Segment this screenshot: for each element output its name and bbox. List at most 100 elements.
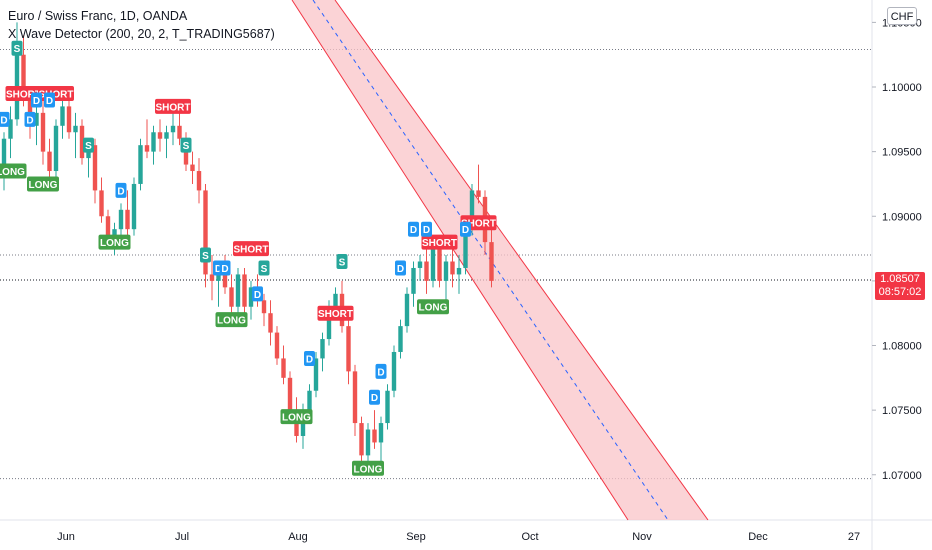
signal-d-label: D <box>423 225 430 236</box>
candle-body <box>352 371 358 424</box>
candle-body <box>170 125 176 133</box>
time-tick-label: 27 <box>848 531 860 543</box>
signal-s-label: S <box>85 141 92 152</box>
signal-long-label: LONG <box>29 180 58 191</box>
candle-body <box>235 274 241 307</box>
candle-body <box>268 313 273 333</box>
candle-body <box>326 306 332 340</box>
signal-d-label: D <box>221 264 228 275</box>
candle-body <box>144 145 150 152</box>
time-tick-label: Jun <box>57 531 75 543</box>
candle-body <box>333 293 338 307</box>
signal-long-label: LONG <box>217 316 246 327</box>
candle-body <box>476 190 481 197</box>
signal-short-label: SHORT <box>6 89 41 100</box>
candle-body <box>151 132 156 152</box>
candle-body <box>27 93 33 126</box>
signal-s-label-box <box>200 247 211 263</box>
signal-short-label-box <box>155 98 191 114</box>
candle-body <box>8 119 13 139</box>
candle-body <box>34 112 39 126</box>
signal-long-label-box <box>98 234 131 250</box>
candle-body <box>391 351 397 391</box>
signal-long-label: LONG <box>100 238 129 249</box>
candle-body <box>443 261 449 281</box>
price-tick-label: 1.10000 <box>882 82 922 94</box>
signal-d-label: D <box>377 367 384 378</box>
signal-s-label-box <box>336 254 348 269</box>
candle-body <box>489 242 494 281</box>
signal-d-label: D <box>0 115 7 126</box>
signal-d-label-box <box>395 260 406 276</box>
time-tick-label: Oct <box>521 531 538 543</box>
signal-long-label: LONG <box>282 413 311 424</box>
indicator-legend[interactable]: X Wave Detector (200, 20, 2, T_TRADING56… <box>8 27 275 41</box>
candle-body <box>66 106 72 133</box>
signal-d-label: D <box>410 225 417 236</box>
last-price-value: 1.08507 <box>880 273 920 285</box>
signal-long-label-box <box>417 299 449 315</box>
candle-body <box>118 209 124 230</box>
candle-body <box>222 267 228 288</box>
candle-body <box>437 248 442 281</box>
signal-d-label-box <box>304 350 315 366</box>
candle-body <box>242 274 247 307</box>
candle-body <box>99 190 104 217</box>
signal-short-label: SHORT <box>422 238 457 249</box>
signal-d-label: D <box>117 186 124 197</box>
candle-body <box>164 132 169 139</box>
signal-d-label-box <box>408 221 419 237</box>
signal-short-label: SHORT <box>39 89 74 100</box>
last-price-tag: 1.08507 08:57:02 <box>875 272 925 300</box>
candle-body <box>73 125 78 133</box>
signal-s-label-box <box>11 40 23 56</box>
candle-body <box>378 423 384 443</box>
signal-long-label: LONG <box>419 303 448 314</box>
candle-body <box>411 267 416 294</box>
candle-body <box>359 423 364 456</box>
candle-body <box>196 171 202 191</box>
time-tick-label: Aug <box>288 531 308 543</box>
signal-short-label: SHORT <box>234 245 269 256</box>
signal-s-label: S <box>202 251 209 262</box>
signal-d-label-box <box>24 111 36 127</box>
candle-body <box>177 125 182 139</box>
signal-d-label-box <box>421 221 432 237</box>
candle-body <box>463 229 468 268</box>
candle-body <box>157 132 163 139</box>
signal-d-label-box <box>115 182 127 198</box>
candle-body <box>430 248 436 281</box>
signal-s-label: S <box>14 44 21 55</box>
bar-countdown: 08:57:02 <box>878 286 922 298</box>
candle-body <box>105 216 111 236</box>
symbol-title: Euro / Swiss Franc, 1D, OANDA <box>8 9 188 23</box>
candle-body <box>313 358 319 391</box>
signal-d-label: D <box>46 96 53 107</box>
price-tick-label: 1.09500 <box>882 147 922 159</box>
signal-d-label: D <box>33 96 40 107</box>
signal-long-label-box <box>280 409 313 425</box>
candle-body <box>372 429 377 443</box>
candle-body <box>40 112 46 152</box>
candle-body <box>307 390 312 411</box>
price-tick-label: 1.07500 <box>882 405 922 417</box>
candle-body <box>456 267 462 275</box>
signal-d-label: D <box>26 115 33 126</box>
candle-body <box>424 261 429 281</box>
candle-body <box>21 54 26 94</box>
signal-d-label-box <box>369 389 380 405</box>
signal-d-label-box <box>460 221 471 237</box>
time-tick-label: Nov <box>632 531 652 543</box>
signal-d-label-box <box>31 92 42 108</box>
signal-d-label: D <box>254 290 261 301</box>
time-tick-label: Jul <box>175 531 189 543</box>
candle-body <box>47 151 52 172</box>
candle-body <box>346 326 351 372</box>
signal-long-label: LONG <box>354 464 383 475</box>
candle-body <box>92 145 98 191</box>
signal-short-label-box <box>317 305 354 321</box>
price-tick-label: 1.09000 <box>882 211 922 223</box>
candle-body <box>209 274 215 281</box>
currency-button[interactable]: CHF <box>887 7 917 25</box>
